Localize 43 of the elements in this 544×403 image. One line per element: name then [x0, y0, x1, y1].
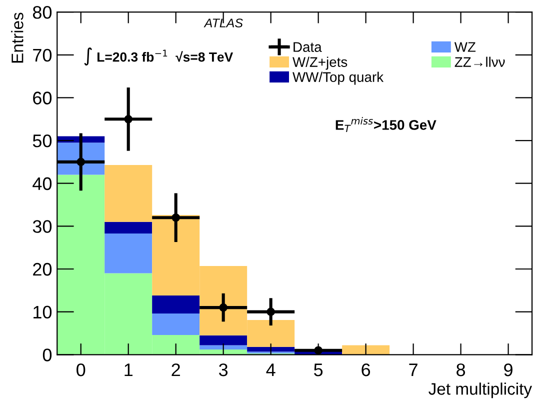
y-tick-label: 0: [42, 348, 52, 362]
x-axis-title: Jet multiplicity: [428, 382, 532, 398]
x-tick-label: 9: [504, 363, 512, 376]
annotation: E$_{T}$$^{miss}$>150 GeV: [336, 117, 436, 132]
x-tick-label: 0: [76, 363, 86, 376]
bar: [152, 296, 200, 314]
legend-label: WW/Top quark: [292, 72, 384, 85]
legend-label: WZ: [454, 42, 476, 52]
x-tick-label: 6: [362, 363, 370, 376]
y-tick-label: 60: [33, 92, 52, 104]
x-tick-label: 8: [456, 363, 466, 376]
bar: [342, 345, 390, 355]
y-tick-label: 80: [32, 6, 52, 19]
y-tick-label: 40: [32, 177, 52, 190]
y-tick-label: 20: [33, 262, 52, 276]
bar: [104, 222, 152, 234]
point: [124, 114, 133, 124]
bar: [247, 346, 295, 352]
bar: [104, 233, 152, 274]
x-tick-label: 7: [409, 364, 418, 376]
point: [76, 158, 86, 166]
x-tick-label: 2: [172, 363, 180, 376]
point: [172, 213, 180, 222]
y-tick-label: 10: [34, 306, 52, 319]
annotation: ∫ L=20.3 fb$^{−1}$ √s=8 TeV: [84, 47, 234, 66]
x-tick-label: 1: [124, 364, 132, 376]
bar: [200, 335, 248, 346]
x-tick-label: 3: [219, 363, 228, 376]
legend-label: ZZ→llνν: [454, 56, 505, 67]
y-axis-title: Entries: [11, 12, 24, 63]
x-tick-label: 5: [314, 364, 323, 376]
point: [266, 308, 275, 316]
x-tick-label: 4: [266, 364, 276, 376]
y-tick-label: 50: [32, 134, 52, 148]
bar: [200, 345, 248, 350]
point: [219, 303, 228, 312]
legend-label: W/Z+jets: [292, 56, 348, 70]
point: [314, 346, 322, 355]
y-tick-label: 70: [33, 48, 52, 62]
annotation: ATLAS: [204, 18, 243, 28]
bar: [152, 314, 200, 335]
y-tick-label: 30: [32, 220, 52, 233]
legend-label: Data: [294, 42, 322, 52]
